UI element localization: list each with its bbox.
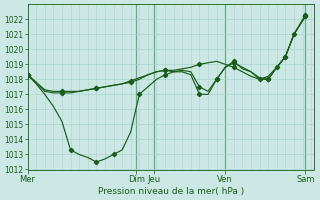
X-axis label: Pression niveau de la mer( hPa ): Pression niveau de la mer( hPa ) (98, 187, 244, 196)
